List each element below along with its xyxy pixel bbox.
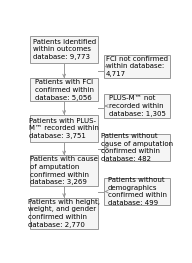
Text: Patients with FCI
confirmed within
database: 5,056: Patients with FCI confirmed within datab… <box>35 79 94 100</box>
Text: Patients identified
within outcomes
database: 9,773: Patients identified within outcomes data… <box>33 39 96 60</box>
FancyBboxPatch shape <box>104 94 170 118</box>
FancyBboxPatch shape <box>30 78 98 102</box>
Text: Patients with height,
weight, and gender
confirmed within
database: 2,770: Patients with height, weight, and gender… <box>28 199 100 228</box>
Text: Patients with cause
of amputation
confirmed within
database: 3,269: Patients with cause of amputation confir… <box>30 156 98 185</box>
FancyBboxPatch shape <box>30 155 98 186</box>
Text: Patients without
cause of amputation
confirmed within
database: 482: Patients without cause of amputation con… <box>101 133 173 162</box>
FancyBboxPatch shape <box>104 134 170 161</box>
Text: Patients without
demographics
confirmed within
database: 499: Patients without demographics confirmed … <box>108 177 167 206</box>
Text: FCI not confirmed
within database:
4,717: FCI not confirmed within database: 4,717 <box>106 56 168 77</box>
FancyBboxPatch shape <box>104 178 170 205</box>
Text: PLUS-M™ not
recorded within
database: 1,305: PLUS-M™ not recorded within database: 1,… <box>109 95 166 117</box>
FancyBboxPatch shape <box>30 198 98 229</box>
Text: Patients with PLUS-
M™ recorded within
database: 3,751: Patients with PLUS- M™ recorded within d… <box>29 118 99 139</box>
FancyBboxPatch shape <box>30 115 98 142</box>
FancyBboxPatch shape <box>30 36 98 63</box>
FancyBboxPatch shape <box>104 55 170 78</box>
